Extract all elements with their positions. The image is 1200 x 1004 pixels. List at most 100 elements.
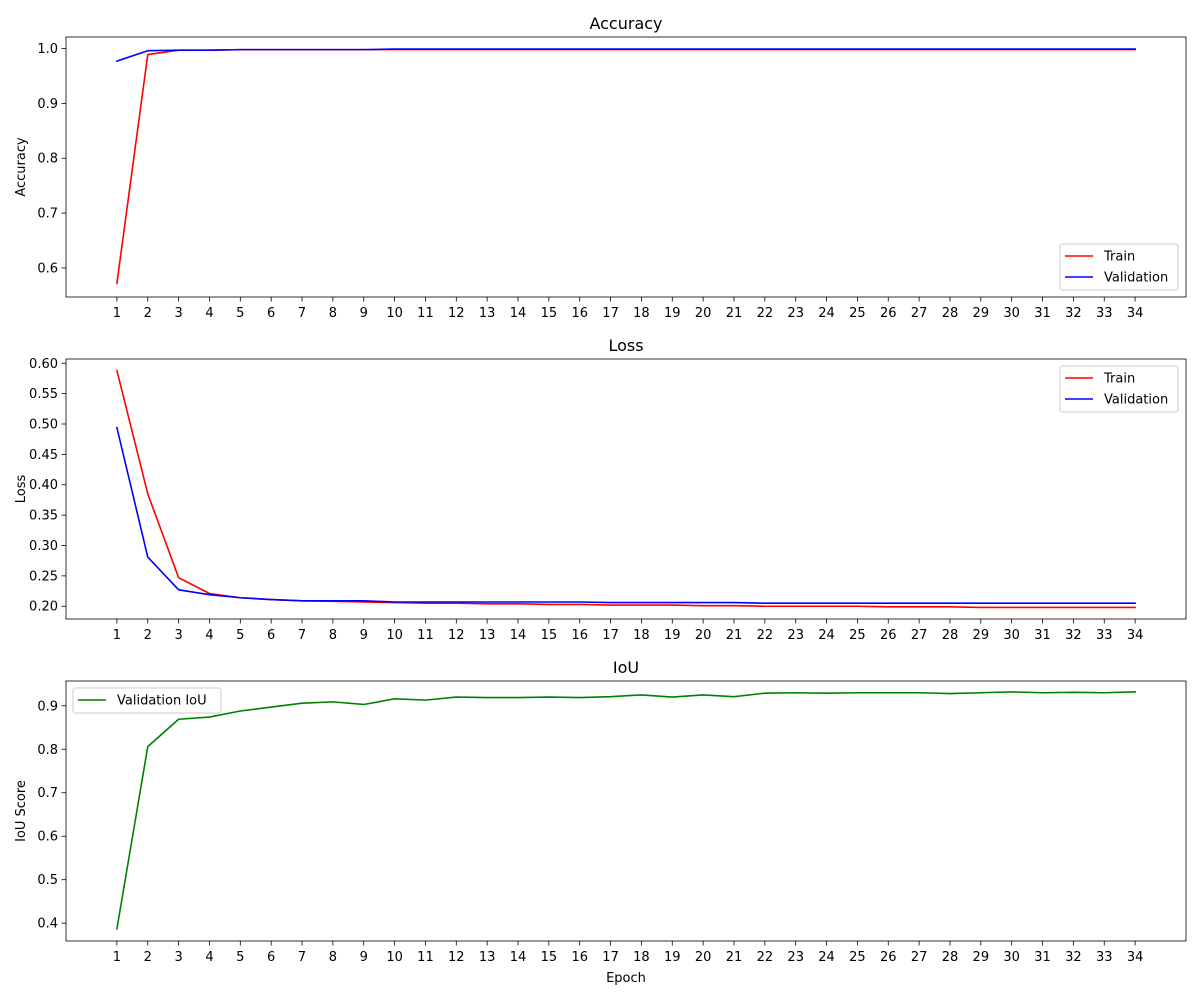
iou-x-tick-label: 31 xyxy=(1034,950,1051,965)
accuracy-y-tick-label: 0.9 xyxy=(37,97,58,112)
accuracy-x-tick-label: 11 xyxy=(417,306,434,321)
loss-x-tick-label: 24 xyxy=(818,628,835,643)
accuracy-series-validation-line xyxy=(115,48,1136,63)
iou-x-tick-label: 2 xyxy=(144,950,152,965)
iou-x-tick-label: 11 xyxy=(417,950,434,965)
accuracy-legend-label-train: Train xyxy=(1103,250,1135,265)
loss-x-tick-label: 30 xyxy=(1003,628,1020,643)
loss-x-tick-label: 32 xyxy=(1065,628,1082,643)
iou-legend-box xyxy=(72,687,222,714)
iou-title: IoU xyxy=(613,658,639,677)
loss-x-tick-label: 18 xyxy=(633,628,650,643)
loss-x-tick-label: 27 xyxy=(911,628,928,643)
loss-x-tick-label: 28 xyxy=(942,628,959,643)
iou-x-tick-label: 34 xyxy=(1127,950,1144,965)
loss-y-tick-label: 0.30 xyxy=(29,539,58,554)
accuracy-y-tick-label: 0.7 xyxy=(37,207,58,222)
accuracy-x-tick-label: 22 xyxy=(757,306,774,321)
iou-legend-label-validation-iou: Validation IoU xyxy=(117,694,207,709)
accuracy-x-tick-label: 27 xyxy=(911,306,928,321)
accuracy-x-tick-label: 26 xyxy=(880,306,897,321)
iou-x-tick-label: 1 xyxy=(113,950,121,965)
loss-x-tick-label: 12 xyxy=(448,628,465,643)
accuracy-x-tick-label: 14 xyxy=(510,306,527,321)
iou-y-tick-label: 0.9 xyxy=(37,699,58,714)
loss-x-tick-label: 7 xyxy=(298,628,306,643)
loss-x-tick-label: 8 xyxy=(329,628,337,643)
accuracy-x-tick-label: 29 xyxy=(973,306,990,321)
accuracy-x-tick-label: 24 xyxy=(818,306,835,321)
accuracy-title: Accuracy xyxy=(589,14,662,33)
loss-series-validation-line xyxy=(115,426,1136,605)
iou-x-tick-label: 12 xyxy=(448,950,465,965)
loss-x-tick-label: 22 xyxy=(757,628,774,643)
accuracy-x-tick-label: 10 xyxy=(386,306,403,321)
iou-chart: 1 2 3 4 5 6 7 8 9 10 11 12 13 14 15 16 17 18 19 20 21 22 23 24 2… xyxy=(14,658,1187,986)
iou-y-tick-label: 0.7 xyxy=(37,786,58,801)
iou-x-tick-label: 15 xyxy=(541,950,558,965)
accuracy-x-tick-label: 25 xyxy=(849,306,866,321)
accuracy-x-tick-label: 18 xyxy=(633,306,650,321)
iou-y-axis-label: IoU Score xyxy=(14,780,29,842)
iou-legend: Validation IoU xyxy=(72,687,222,714)
loss-legend-label-validation: Validation xyxy=(1104,393,1168,408)
loss-x-tick-label: 29 xyxy=(973,628,990,643)
iou-y-tick-label: 0.4 xyxy=(37,917,58,932)
accuracy-x-tick-label: 13 xyxy=(479,306,496,321)
iou-x-tick-label: 17 xyxy=(602,950,619,965)
accuracy-chart: 1 2 3 4 5 6 7 8 9 10 11 12 13 14 15 16 17 18 19 20 21 22 23 24 2… xyxy=(14,14,1187,321)
accuracy-x-tick-label: 17 xyxy=(602,306,619,321)
accuracy-x-tick-label: 5 xyxy=(236,306,244,321)
loss-y-tick-label: 0.45 xyxy=(29,448,58,463)
accuracy-x-tick-label: 20 xyxy=(695,306,712,321)
loss-y-tick-label: 0.25 xyxy=(29,569,58,584)
iou-x-tick-label: 24 xyxy=(818,950,835,965)
accuracy-x-tick-label: 3 xyxy=(174,306,182,321)
loss-plot-frame xyxy=(65,358,1187,620)
accuracy-y-tick-label: 0.8 xyxy=(37,152,58,167)
iou-x-tick-label: 32 xyxy=(1065,950,1082,965)
iou-x-tick-label: 20 xyxy=(695,950,712,965)
loss-title: Loss xyxy=(608,336,643,355)
accuracy-x-tick-label: 21 xyxy=(726,306,743,321)
loss-y-tick-label: 0.50 xyxy=(29,418,58,433)
iou-x-tick-label: 27 xyxy=(911,950,928,965)
iou-x-tick-label: 22 xyxy=(757,950,774,965)
loss-y-tick-label: 0.55 xyxy=(29,387,58,402)
accuracy-y-axis-label: Accuracy xyxy=(14,137,29,197)
accuracy-x-tick-label: 6 xyxy=(267,306,275,321)
loss-x-tick-label: 19 xyxy=(664,628,681,643)
loss-x-tick-label: 11 xyxy=(417,628,434,643)
loss-x-tick-label: 9 xyxy=(360,628,368,643)
accuracy-y-tick-label: 1.0 xyxy=(37,42,58,57)
loss-x-tick-label: 2 xyxy=(144,628,152,643)
iou-x-tick-label: 4 xyxy=(205,950,213,965)
iou-x-tick-label: 25 xyxy=(849,950,866,965)
loss-x-tick-label: 15 xyxy=(541,628,558,643)
accuracy-x-tick-label: 15 xyxy=(541,306,558,321)
iou-x-tick-label: 30 xyxy=(1003,950,1020,965)
iou-x-tick-label: 29 xyxy=(973,950,990,965)
iou-x-tick-label: 5 xyxy=(236,950,244,965)
loss-y-tick-label: 0.35 xyxy=(29,509,58,524)
accuracy-x-tick-label: 2 xyxy=(144,306,152,321)
loss-y-axis-label: Loss xyxy=(14,475,29,504)
accuracy-x-tick-label: 4 xyxy=(205,306,213,321)
accuracy-x-tick-label: 9 xyxy=(360,306,368,321)
iou-x-tick-label: 23 xyxy=(787,950,804,965)
iou-x-tick-label: 16 xyxy=(571,950,588,965)
accuracy-x-tick-label: 31 xyxy=(1034,306,1051,321)
iou-series-validation-iou-line xyxy=(115,691,1136,930)
loss-y-tick-label: 0.40 xyxy=(29,478,58,493)
loss-y-tick-label: 0.20 xyxy=(29,600,58,615)
accuracy-x-tick-label: 23 xyxy=(787,306,804,321)
loss-chart: 1 2 3 4 5 6 7 8 9 10 11 12 13 14 15 16 17 18 19 20 21 22 23 24 2… xyxy=(14,336,1187,643)
iou-x-tick-label: 33 xyxy=(1096,950,1113,965)
loss-x-tick-label: 14 xyxy=(510,628,527,643)
loss-x-tick-label: 6 xyxy=(267,628,275,643)
iou-x-tick-label: 10 xyxy=(386,950,403,965)
accuracy-legend: Train Validation xyxy=(1059,243,1179,291)
loss-x-tick-label: 10 xyxy=(386,628,403,643)
iou-plot-frame xyxy=(65,680,1187,942)
